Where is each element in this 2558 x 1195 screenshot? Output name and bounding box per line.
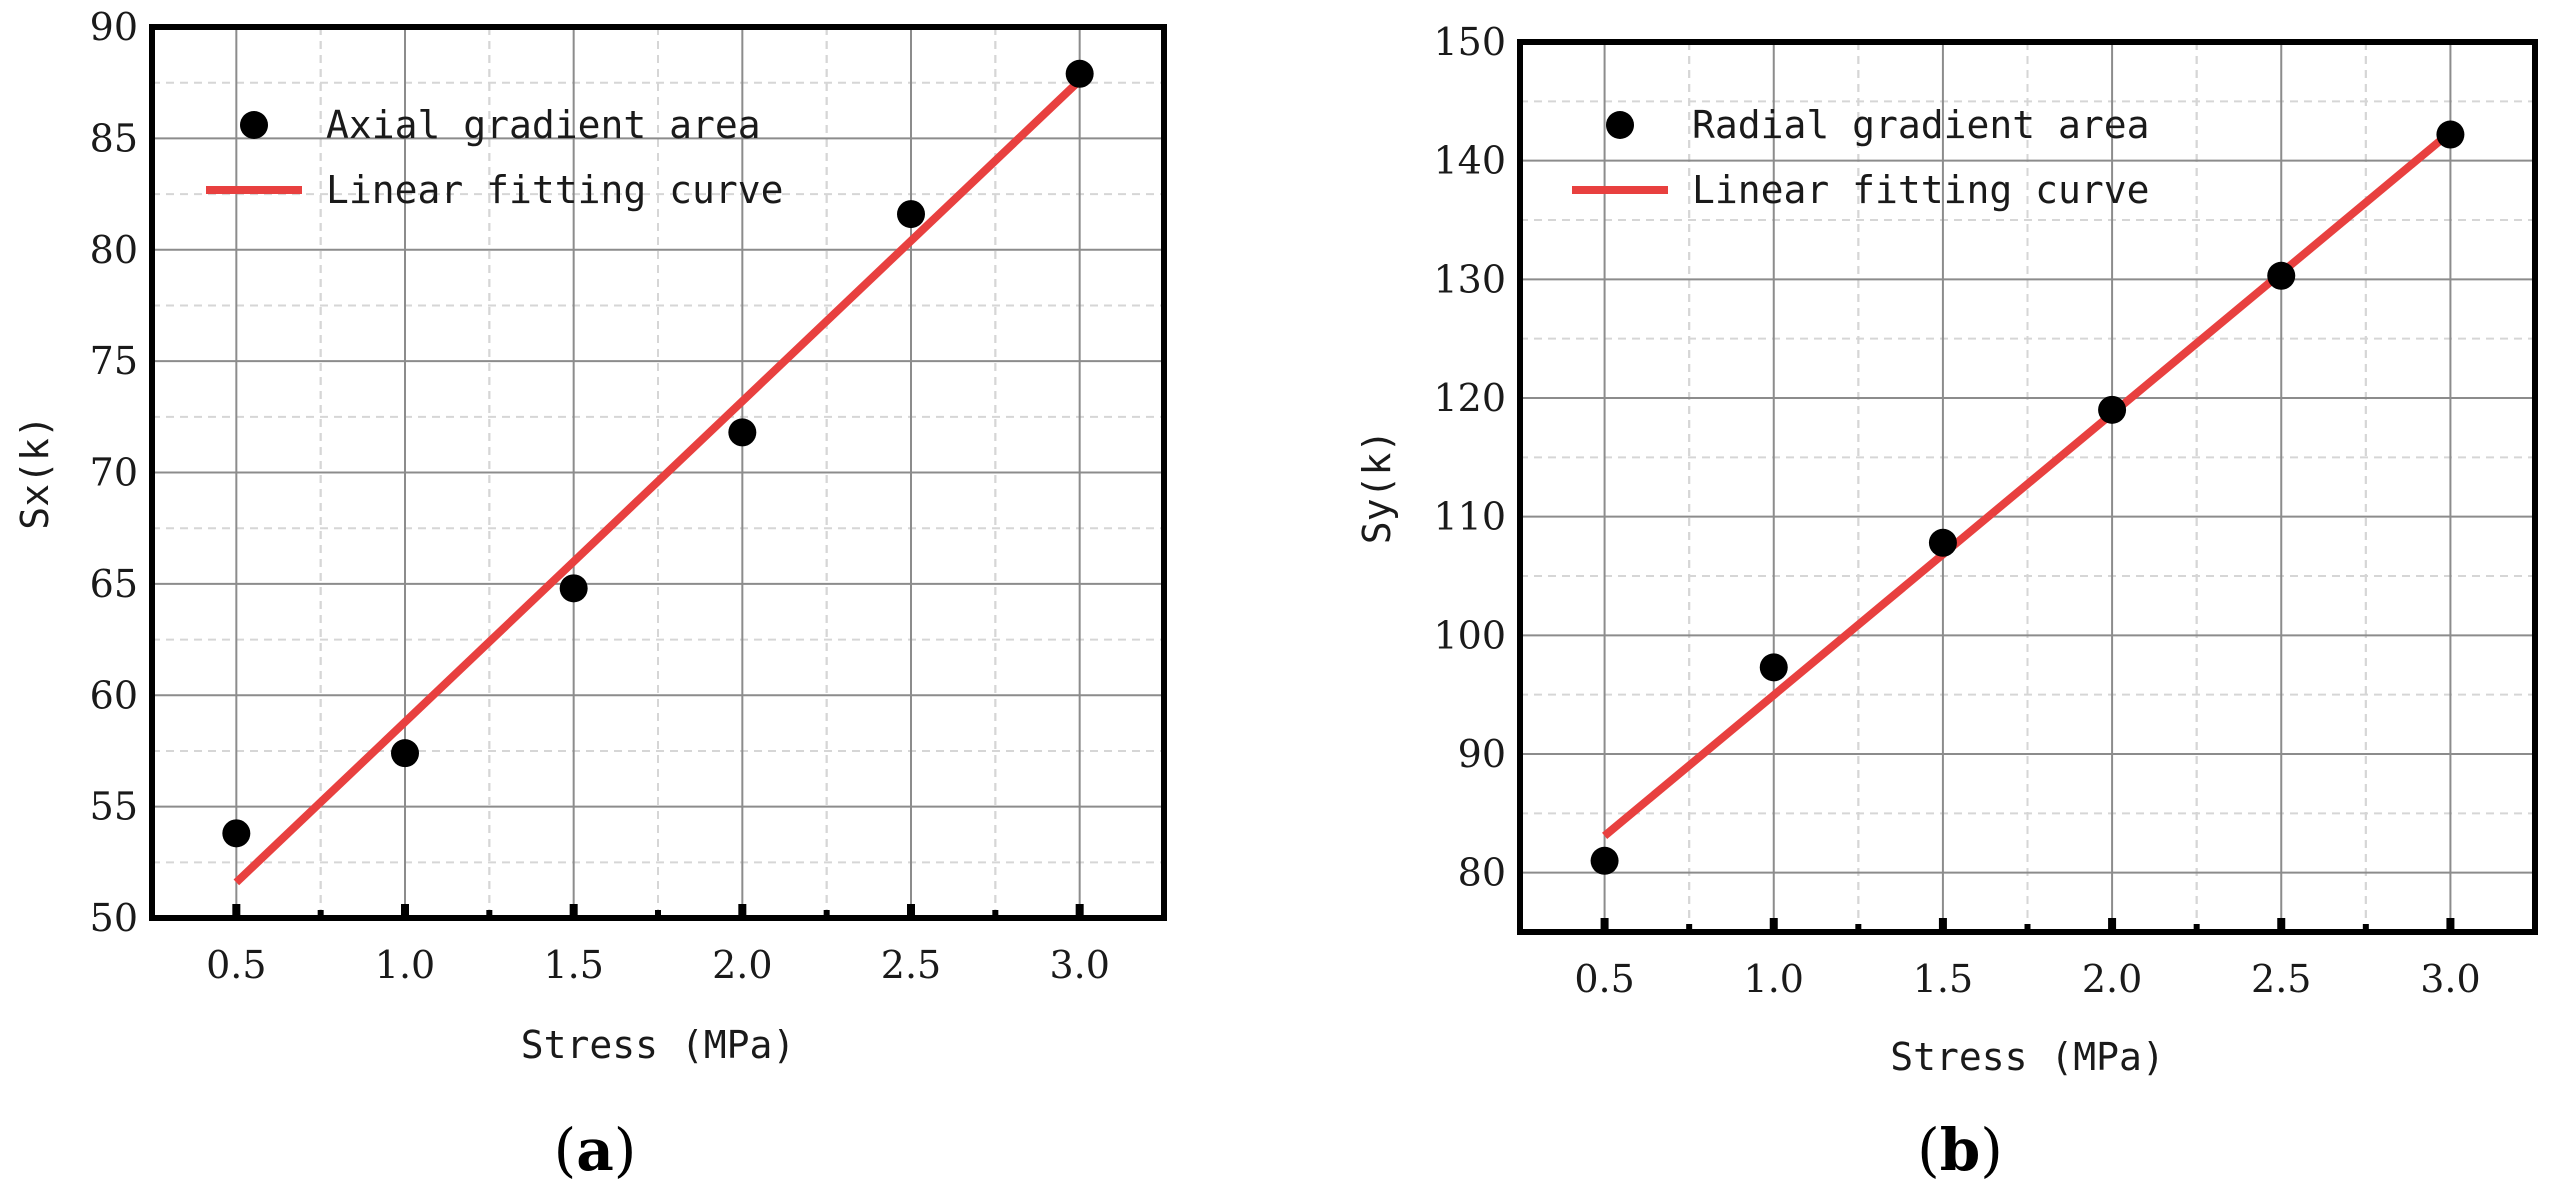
data-point	[391, 739, 419, 768]
y-tick-label: 120	[1433, 376, 1506, 420]
data-point	[2267, 261, 2296, 290]
x-minor-tick-mark	[317, 910, 324, 918]
y-axis-label: Sy(k)	[1355, 430, 1399, 544]
x-tick-label: 2.0	[2082, 957, 2142, 1001]
chart-a: 0.5 1.0 1.5 2.0 2.5 3.0 50 55 60 65 70 75 80 85 90 Stre…	[13, 5, 1167, 1184]
fit-line	[1602, 129, 2453, 839]
x-tick-mark	[738, 904, 747, 918]
data-point	[222, 819, 251, 848]
x-tick-mark	[1938, 918, 1947, 932]
y-tick-label: 75	[90, 339, 138, 383]
plot-frame	[149, 24, 1167, 921]
y-tick-label: 110	[1433, 495, 1506, 539]
legend-marker-points	[240, 111, 268, 139]
x-tick-mark	[907, 904, 915, 918]
x-tick-label: 2.5	[2251, 957, 2311, 1001]
x-tick-label: 2.5	[881, 943, 941, 987]
panel-label: (a)	[554, 1116, 637, 1184]
x-tick-label: 1.5	[1913, 957, 1973, 1001]
x-tick-mark	[232, 904, 241, 918]
panel-letter: a	[576, 1116, 614, 1184]
legend-label-points: Axial gradient area	[326, 103, 761, 147]
legend-label-line: Linear fitting curve	[326, 168, 784, 212]
y-tick-label: 50	[90, 896, 138, 940]
legend-marker-points	[1606, 111, 1634, 139]
plot-frame	[1517, 39, 2538, 935]
y-tick-label: 85	[90, 116, 138, 160]
x-minor-tick-mark	[823, 910, 830, 918]
x-tick-label: 3.0	[1049, 943, 1109, 987]
x-tick-mark	[2108, 918, 2117, 932]
x-tick-mark	[2277, 918, 2286, 932]
x-minor-tick-mark	[992, 910, 999, 918]
chart-b: 0.5 1.0 1.5 2.0 2.5 3.0 80 90 100 110 120 130 140 150…	[1355, 20, 2538, 1184]
y-tick-label: 70	[90, 451, 138, 495]
data-point	[897, 200, 925, 229]
data-point	[559, 574, 588, 603]
data-point	[2098, 395, 2127, 424]
x-minor-tick-mark	[2362, 924, 2369, 932]
y-tick-label: 55	[90, 785, 138, 829]
y-tick-label: 130	[1433, 257, 1506, 301]
x-tick-mark	[2446, 918, 2455, 932]
fit-line	[233, 77, 1083, 886]
x-tick-mark	[1769, 918, 1778, 932]
x-axis-label: Stress (MPa)	[521, 1023, 796, 1067]
y-tick-label: 60	[90, 673, 138, 717]
x-minor-tick-mark	[1855, 924, 1862, 932]
legend-label-points: Radial gradient area	[1692, 103, 2150, 147]
y-tick-label: 90	[90, 5, 138, 49]
y-tick-label: 140	[1433, 139, 1506, 183]
panel-letter: b	[1940, 1116, 1981, 1184]
x-tick-mark	[1075, 904, 1084, 918]
y-axis-label: Sx(k)	[13, 415, 57, 529]
data-point	[1590, 846, 1619, 875]
x-tick-mark	[401, 904, 409, 918]
x-tick-label: 2.0	[712, 943, 772, 987]
y-tick-label: 65	[90, 562, 138, 606]
x-tick-label: 1.0	[375, 943, 435, 987]
x-tick-label: 3.0	[2420, 957, 2480, 1001]
x-minor-tick-mark	[486, 910, 493, 918]
x-minor-tick-mark	[2193, 924, 2200, 932]
x-minor-tick-mark	[655, 910, 661, 918]
y-tick-label: 80	[90, 228, 138, 272]
data-point	[728, 418, 757, 447]
x-tick-mark	[569, 904, 578, 918]
x-axis-label: Stress (MPa)	[1890, 1035, 2165, 1079]
y-tick-label: 150	[1433, 20, 1506, 64]
data-point	[1759, 653, 1788, 682]
y-tick-label: 80	[1458, 851, 1506, 895]
panel-label: (b)	[1917, 1116, 2003, 1184]
x-tick-label: 1.0	[1744, 957, 1804, 1001]
data-point	[2436, 120, 2465, 149]
x-tick-label: 0.5	[1574, 957, 1634, 1001]
y-tick-label: 90	[1458, 732, 1506, 776]
data-point	[1928, 528, 1957, 557]
data-point	[1065, 59, 1094, 88]
x-tick-label: 1.5	[543, 943, 603, 987]
y-tick-label: 100	[1433, 613, 1506, 657]
x-tick-label: 0.5	[206, 943, 266, 987]
x-minor-tick-mark	[1686, 924, 1693, 932]
legend-label-line: Linear fitting curve	[1692, 168, 2150, 212]
x-minor-tick-mark	[2024, 924, 2031, 932]
x-tick-mark	[1600, 918, 1609, 932]
